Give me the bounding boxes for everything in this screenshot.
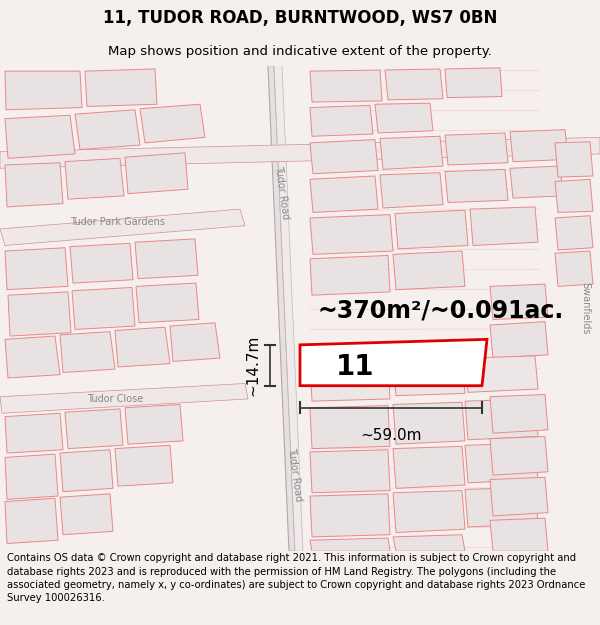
Polygon shape <box>5 336 60 378</box>
Text: Tudor Park Gardens: Tudor Park Gardens <box>71 217 166 227</box>
Text: Contains OS data © Crown copyright and database right 2021. This information is : Contains OS data © Crown copyright and d… <box>7 553 586 603</box>
Text: 11: 11 <box>336 353 374 381</box>
Polygon shape <box>75 110 140 149</box>
Polygon shape <box>470 207 538 246</box>
Polygon shape <box>310 256 390 295</box>
Polygon shape <box>274 66 303 551</box>
Polygon shape <box>555 142 593 177</box>
Polygon shape <box>380 173 443 208</box>
Polygon shape <box>393 491 465 532</box>
Polygon shape <box>445 169 508 202</box>
Polygon shape <box>65 409 123 449</box>
Polygon shape <box>490 322 548 358</box>
Polygon shape <box>5 454 58 499</box>
Polygon shape <box>310 406 390 449</box>
Text: Map shows position and indicative extent of the property.: Map shows position and indicative extent… <box>108 45 492 58</box>
Polygon shape <box>5 71 82 110</box>
Polygon shape <box>65 158 124 199</box>
Polygon shape <box>510 129 568 162</box>
Text: ~59.0m: ~59.0m <box>360 428 422 442</box>
Polygon shape <box>0 209 245 246</box>
Polygon shape <box>5 248 68 289</box>
Polygon shape <box>70 243 133 283</box>
Polygon shape <box>72 288 135 329</box>
Polygon shape <box>310 538 390 551</box>
Polygon shape <box>310 106 373 136</box>
Polygon shape <box>125 404 183 444</box>
Polygon shape <box>375 103 433 133</box>
Polygon shape <box>555 251 593 286</box>
Polygon shape <box>8 292 71 336</box>
Polygon shape <box>510 166 563 198</box>
Polygon shape <box>445 68 502 98</box>
Polygon shape <box>465 488 538 527</box>
Polygon shape <box>60 332 115 372</box>
Polygon shape <box>5 413 63 453</box>
Polygon shape <box>170 322 220 361</box>
Text: Tudor Close: Tudor Close <box>87 394 143 404</box>
Polygon shape <box>393 359 465 396</box>
Polygon shape <box>465 356 538 392</box>
Polygon shape <box>125 153 188 194</box>
Polygon shape <box>395 210 468 249</box>
Polygon shape <box>310 361 390 401</box>
Polygon shape <box>310 139 378 174</box>
Polygon shape <box>393 535 465 551</box>
Polygon shape <box>135 239 198 279</box>
Polygon shape <box>490 478 548 516</box>
Polygon shape <box>380 136 443 169</box>
Polygon shape <box>465 443 538 483</box>
Polygon shape <box>393 402 465 444</box>
Polygon shape <box>310 214 393 254</box>
Polygon shape <box>136 283 199 322</box>
Polygon shape <box>385 69 443 100</box>
Text: Swanfields: Swanfields <box>580 282 590 335</box>
Polygon shape <box>310 176 378 212</box>
Polygon shape <box>310 494 390 537</box>
Polygon shape <box>300 339 487 386</box>
Polygon shape <box>555 216 593 250</box>
Polygon shape <box>490 436 548 475</box>
Polygon shape <box>5 115 75 158</box>
Text: ~370m²/~0.091ac.: ~370m²/~0.091ac. <box>318 299 564 322</box>
Polygon shape <box>310 70 382 102</box>
Text: Tudor Road: Tudor Road <box>286 446 304 501</box>
Polygon shape <box>393 251 465 289</box>
Text: ~14.7m: ~14.7m <box>245 334 260 396</box>
Polygon shape <box>115 328 170 367</box>
Polygon shape <box>5 162 63 207</box>
Polygon shape <box>0 138 600 168</box>
Polygon shape <box>445 133 508 165</box>
Text: 11, TUDOR ROAD, BURNTWOOD, WS7 0BN: 11, TUDOR ROAD, BURNTWOOD, WS7 0BN <box>103 9 497 28</box>
Polygon shape <box>85 69 157 106</box>
Polygon shape <box>490 394 548 433</box>
Polygon shape <box>60 450 113 492</box>
Polygon shape <box>490 518 548 551</box>
Text: Tudor Road: Tudor Road <box>273 165 291 220</box>
Polygon shape <box>268 66 295 551</box>
Polygon shape <box>60 494 113 535</box>
Polygon shape <box>393 446 465 488</box>
Polygon shape <box>140 104 205 143</box>
Polygon shape <box>5 498 58 544</box>
Polygon shape <box>465 399 538 440</box>
Polygon shape <box>310 450 390 493</box>
Polygon shape <box>555 179 593 213</box>
Polygon shape <box>0 384 248 413</box>
Polygon shape <box>115 445 173 486</box>
Polygon shape <box>490 284 548 319</box>
